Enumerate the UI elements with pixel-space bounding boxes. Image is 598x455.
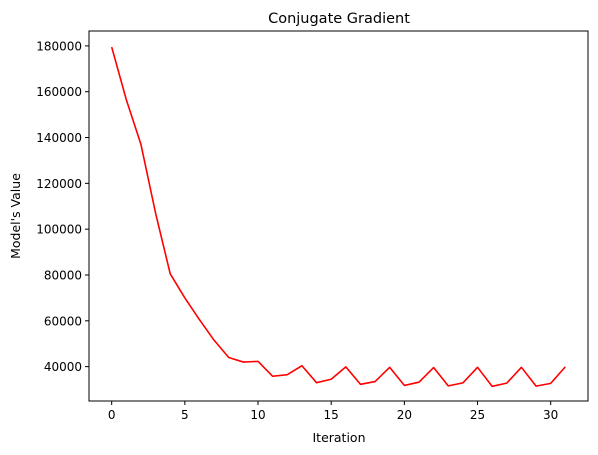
y-tick-label: 120000	[36, 177, 82, 191]
x-tick-label: 5	[181, 408, 189, 422]
x-tick-label: 10	[250, 408, 265, 422]
y-tick-label: 140000	[36, 131, 82, 145]
y-axis-label: Model's Value	[8, 173, 23, 259]
y-tick-label: 100000	[36, 223, 82, 237]
chart-title: Conjugate Gradient	[268, 11, 410, 27]
x-tick-label: 20	[397, 408, 412, 422]
y-tick-label: 160000	[36, 85, 82, 99]
plot-area	[110, 46, 566, 388]
x-tick-label: 25	[470, 408, 485, 422]
plot-frame	[88, 30, 589, 402]
y-tick-label: 40000	[44, 360, 82, 374]
x-tick-label: 15	[324, 408, 339, 422]
y-tick-label: 60000	[44, 314, 82, 328]
y-tick-label: 80000	[44, 268, 82, 282]
x-tick-label: 0	[108, 408, 116, 422]
series-line	[110, 46, 566, 388]
y-tick-label: 180000	[36, 39, 82, 53]
x-tick-label: 30	[543, 408, 558, 422]
x-axis-label: Iteration	[312, 430, 365, 445]
